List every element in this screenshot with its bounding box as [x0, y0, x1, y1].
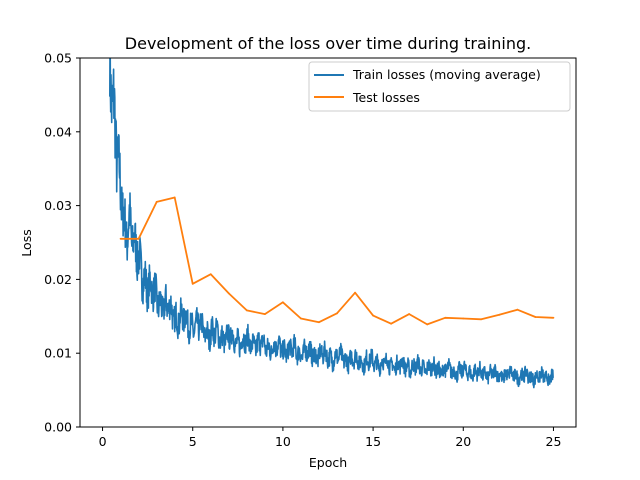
legend-test-label: Test losses [352, 90, 420, 105]
chart-title: Development of the loss over time during… [125, 34, 531, 53]
x-axis: 0 5 10 15 20 25 [99, 427, 562, 449]
x-tick-label: 25 [546, 434, 562, 449]
test-loss-point [444, 316, 447, 319]
y-axis: 0.00 0.01 0.02 0.03 0.04 0.05 [44, 51, 80, 435]
test-loss-point [209, 273, 212, 276]
y-tick-label: 0.05 [44, 51, 72, 66]
legend: Train losses (moving average) Test losse… [308, 61, 571, 112]
axes-frame [79, 57, 577, 428]
test-loss-point [137, 237, 140, 240]
x-tick-label: 20 [455, 434, 471, 449]
test-loss-point [119, 237, 122, 240]
test-loss-point [408, 313, 411, 315]
y-tick-label: 0.01 [44, 346, 72, 361]
x-axis-label: Epoch [309, 455, 347, 470]
legend-train-label: Train losses (moving average) [352, 67, 541, 82]
x-tick-label: 5 [189, 434, 197, 449]
train-loss-line [109, 58, 555, 389]
test-loss-point [354, 291, 356, 294]
test-loss-point [552, 316, 555, 319]
test-loss-point [372, 314, 374, 317]
plot-area [79, 57, 577, 428]
test-loss-point [191, 282, 194, 285]
y-tick-label: 0.03 [44, 198, 72, 213]
y-tick-label: 0.04 [44, 124, 72, 139]
test-loss-point [282, 301, 284, 304]
test-loss-point [263, 313, 266, 315]
x-tick-label: 0 [99, 434, 107, 449]
test-loss-point [336, 312, 338, 315]
test-loss-point [173, 196, 176, 199]
test-loss-point [462, 317, 465, 320]
test-loss-point [300, 317, 302, 320]
test-loss-point [390, 322, 393, 325]
test-loss-point [516, 308, 519, 311]
test-loss-point [227, 292, 230, 295]
y-tick-label: 0.00 [44, 420, 72, 435]
test-loss-point [426, 323, 429, 326]
x-tick-label: 15 [365, 434, 381, 449]
test-loss-point [480, 318, 483, 321]
test-loss-point [245, 309, 248, 312]
test-loss-point [534, 316, 537, 318]
y-tick-label: 0.02 [44, 272, 72, 287]
test-loss-point [498, 313, 501, 316]
x-tick-label: 10 [275, 434, 291, 449]
legend-box [308, 61, 571, 112]
y-axis-label: Loss [19, 229, 34, 256]
series-layer [109, 58, 555, 389]
test-loss-point [155, 201, 158, 203]
test-loss-point [318, 321, 320, 324]
